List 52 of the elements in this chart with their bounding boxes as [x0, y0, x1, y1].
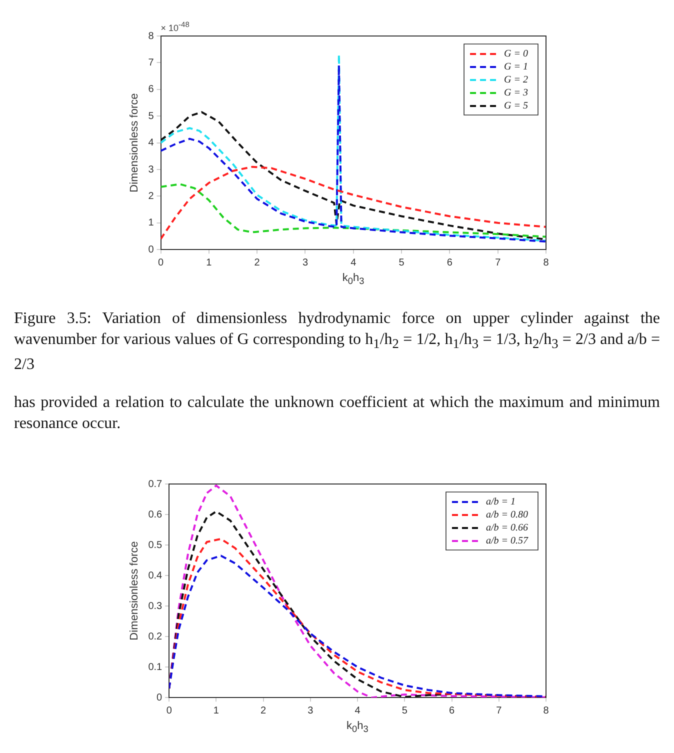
x-tick-label: 6: [446, 257, 453, 268]
y-axis-title: Dimensionless force: [128, 541, 141, 640]
y-tick-label: 0.6: [148, 509, 163, 520]
y-axis-title: Dimensionless force: [128, 93, 141, 192]
legend-label: G = 2: [504, 74, 528, 86]
x-tick-label: 7: [495, 257, 502, 268]
y-tick-label: 7: [148, 57, 154, 68]
legend-label: a/b = 0.57: [486, 536, 529, 547]
x-tick-label: 5: [402, 705, 408, 716]
x-tick-label: 7: [496, 705, 502, 716]
y-tick-label: 8: [148, 30, 154, 42]
x-axis-title: k$_{0}$h$_{3}$: [342, 272, 364, 286]
line-series: [160, 183, 546, 238]
x-tick-label: 3: [302, 257, 308, 268]
legend-label: a/b = 0.66: [486, 522, 528, 534]
legend-label: a/b = 1: [486, 496, 516, 508]
x-tick-label: 5: [398, 257, 405, 268]
line-series: [160, 166, 546, 240]
y-tick-label: 1: [148, 218, 154, 229]
x-tick-label: 1: [213, 705, 220, 716]
y-tick-label: 0: [148, 244, 154, 256]
x-axis-title: k$_{0}$h$_{3}$: [346, 720, 368, 734]
y-tick-label: 0: [156, 692, 163, 704]
x-tick-label: 8: [543, 257, 550, 268]
x-tick-label: 8: [543, 705, 550, 716]
x-tick-label: 4: [350, 257, 357, 268]
y-tick-label: 6: [148, 84, 154, 96]
y-tick-label: 0.5: [148, 540, 163, 551]
legend-label: G = 3: [504, 88, 528, 99]
y-tick-label: 3: [148, 164, 154, 176]
x-tick-label: 4: [354, 705, 361, 716]
x-tick-label: 0: [166, 705, 172, 716]
legend-label: G = 0: [504, 48, 528, 60]
y-tick-label: 0.4: [148, 570, 163, 582]
text: has provided a relation to calculate the unknown coefficient at which the maximum and minimum resonance occur.: [14, 393, 660, 434]
x-tick-label: 6: [448, 705, 455, 716]
x-tick-label: 2: [254, 257, 260, 268]
x-tick-label: 2: [260, 705, 267, 716]
y-tick-label: 0.3: [148, 600, 163, 612]
y-tick-label: 5: [148, 110, 154, 122]
legend-label: G = 1: [504, 62, 528, 73]
text: Figure 3.5: Variation of dimensionless hydrodynamic force on upper cylinder against the wavenumber for various values of G corresponding to h$_{1}$/h$_{2}$ = 1/2, h$_{1}$/h$_{3}$ = 1/3, h$_{2}$/h$_{3}$ = 2/3 and a/b = 2/3: [14, 310, 660, 374]
text: × 10$^{-48}$: [160, 20, 190, 33]
y-tick-label: 0.2: [148, 631, 163, 642]
x-tick-label: 3: [308, 705, 314, 716]
legend-label: G = 5: [504, 100, 528, 112]
y-tick-label: 4: [148, 138, 154, 149]
y-tick-label: 0.7: [148, 478, 163, 490]
y-tick-label: 2: [148, 190, 154, 202]
x-tick-label: 1: [206, 257, 212, 268]
legend-label: a/b = 0.80: [486, 510, 528, 521]
y-tick-label: 0.1: [148, 662, 163, 673]
